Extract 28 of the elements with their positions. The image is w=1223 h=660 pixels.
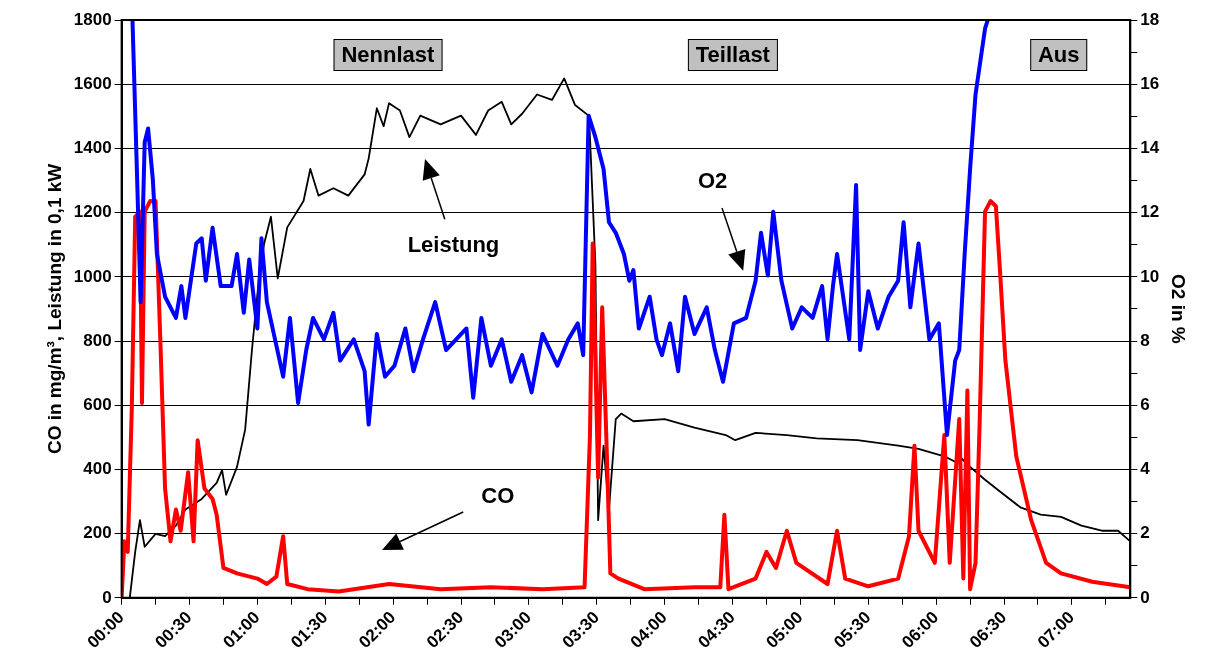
y2-tick-label: 4	[1140, 459, 1151, 479]
y2-tick-label: 18	[1140, 9, 1160, 29]
y2-tick-label: 6	[1140, 394, 1150, 414]
y-tick-label: 0	[102, 587, 112, 607]
annotation: Leistung	[407, 231, 500, 258]
y-tick-label: 800	[83, 330, 112, 350]
y2-tick-label: 2	[1140, 523, 1150, 543]
y-tick-label: 1400	[73, 138, 112, 158]
y2-axis-title: O2 in %	[1168, 274, 1190, 344]
annotation: Aus	[1029, 38, 1088, 71]
y2-tick-label: 0	[1140, 587, 1150, 607]
y-tick-label: 600	[83, 394, 112, 414]
y2-tick-label: 16	[1140, 73, 1160, 93]
annotation: Teillast	[687, 38, 778, 71]
y2-tick-label: 10	[1140, 266, 1160, 286]
y-tick-label: 200	[83, 523, 112, 543]
y-tick-label: 1200	[73, 202, 112, 222]
y-tick-label: 400	[83, 459, 112, 479]
annotation: O2	[698, 167, 728, 194]
y2-tick-label: 14	[1140, 138, 1160, 158]
y2-tick-label: 12	[1140, 202, 1160, 222]
y-axis-title: CO in mg/m³, Leistung in 0,1 kW	[43, 163, 65, 455]
y-tick-label: 1600	[73, 73, 112, 93]
annotation: CO	[481, 482, 515, 509]
y2-tick-label: 8	[1140, 330, 1150, 350]
y-tick-label: 1000	[73, 266, 112, 286]
annotation: Nennlast	[333, 38, 443, 71]
y-tick-label: 1800	[73, 9, 112, 29]
